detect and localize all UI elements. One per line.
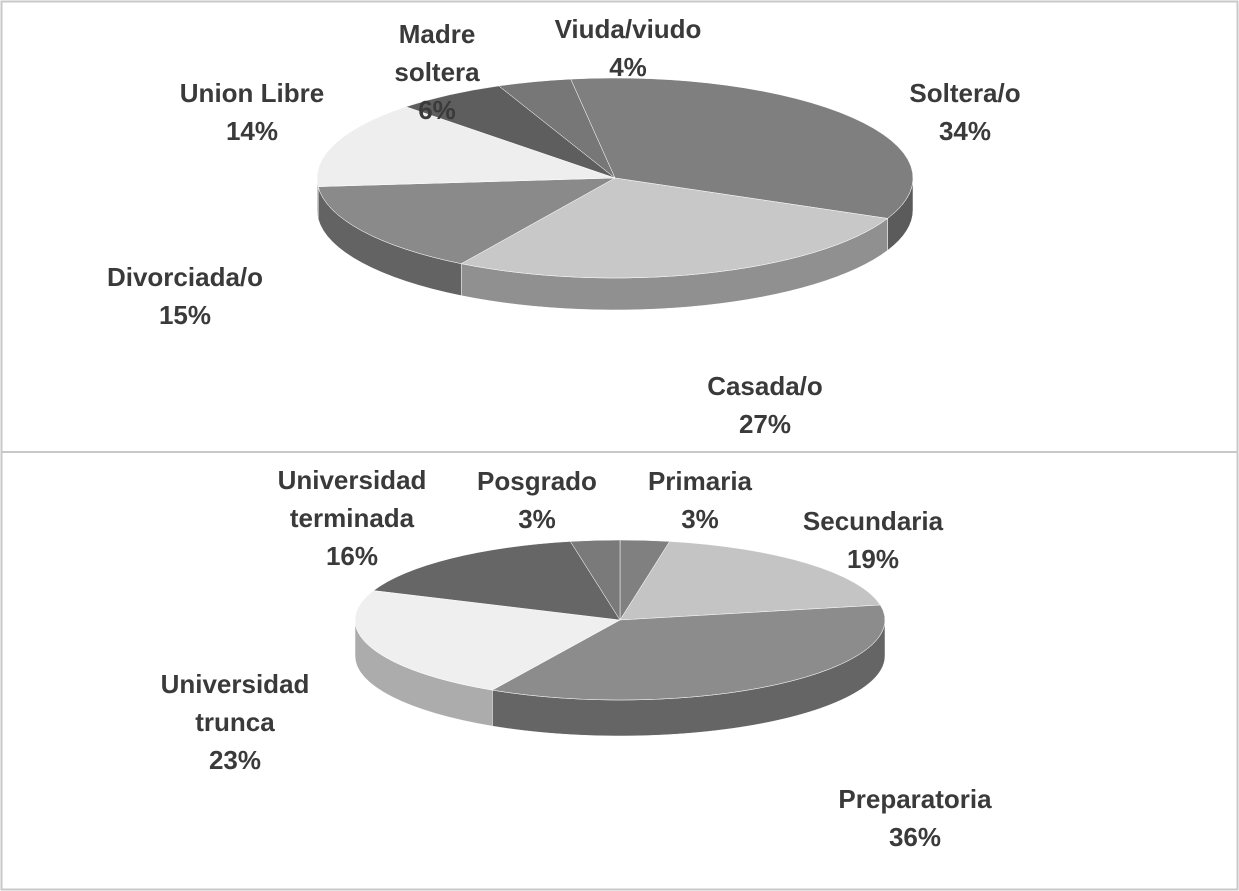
slice: [498, 78, 616, 179]
slice: [619, 541, 881, 621]
slice-label: Divorciada/o 15%: [55, 258, 315, 334]
slice: [570, 77, 914, 219]
value-label: 3%: [518, 504, 556, 534]
slice-label: Viuda/viudo 4%: [513, 10, 743, 86]
category-label: Universidad trunca: [160, 669, 310, 737]
value-label: 3%: [681, 504, 719, 534]
slice-label: Union Libre 14%: [142, 74, 362, 150]
value-label: 36%: [888, 822, 942, 852]
slice: [491, 604, 886, 701]
slice-label: Primaria 3%: [600, 462, 800, 538]
value-label: 14%: [225, 116, 279, 146]
slice-label: Casada/o 27%: [655, 367, 875, 443]
value-label: 27%: [738, 409, 792, 439]
category-label: Universidad terminada: [277, 465, 427, 533]
slice: [317, 177, 616, 264]
value-label: 15%: [158, 300, 212, 330]
slice-label: Universidad trunca 23%: [135, 665, 335, 779]
slice: [460, 177, 889, 279]
value-label: 23%: [208, 745, 262, 775]
slice-label: Madre soltera 6%: [377, 15, 497, 129]
value-label: 19%: [846, 544, 900, 574]
slice-label: Secundaria 19%: [773, 502, 973, 578]
category-label: Soltera/o: [909, 78, 1021, 108]
value-label: 16%: [325, 541, 379, 571]
slice: [372, 541, 621, 621]
value-label: 4%: [609, 52, 647, 82]
category-label: Madre soltera: [394, 19, 480, 87]
category-label: Union Libre: [179, 78, 325, 108]
slice-label: Universidad terminada 16%: [252, 461, 452, 575]
value-label: 6%: [418, 95, 456, 125]
slice-label: Soltera/o 34%: [855, 74, 1075, 150]
category-label: Secundaria: [802, 506, 944, 536]
slice: [354, 590, 621, 691]
slice: [569, 539, 621, 621]
slice-label: Preparatoria 36%: [795, 780, 1035, 856]
category-label: Posgrado: [477, 466, 597, 496]
category-label: Primaria: [647, 466, 753, 496]
category-label: Casada/o: [707, 371, 823, 401]
slice-label: Posgrado 3%: [457, 462, 617, 538]
category-label: Preparatoria: [838, 784, 992, 814]
value-label: 34%: [938, 116, 992, 146]
category-label: Divorciada/o: [106, 262, 264, 292]
category-label: Viuda/viudo: [554, 14, 702, 44]
slice: [316, 106, 616, 187]
